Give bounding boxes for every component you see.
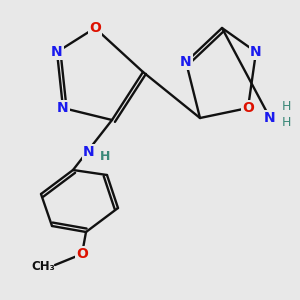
Text: N: N — [250, 45, 262, 59]
Text: H: H — [100, 151, 110, 164]
Text: O: O — [89, 21, 101, 35]
Text: O: O — [76, 247, 88, 261]
Text: O: O — [242, 101, 254, 115]
Text: H: H — [281, 116, 291, 130]
Text: H: H — [281, 100, 291, 112]
Text: N: N — [83, 145, 95, 159]
Text: N: N — [51, 45, 63, 59]
Text: CH₃: CH₃ — [31, 260, 55, 274]
Text: N: N — [264, 111, 276, 125]
Text: N: N — [180, 55, 192, 69]
Text: N: N — [57, 101, 69, 115]
